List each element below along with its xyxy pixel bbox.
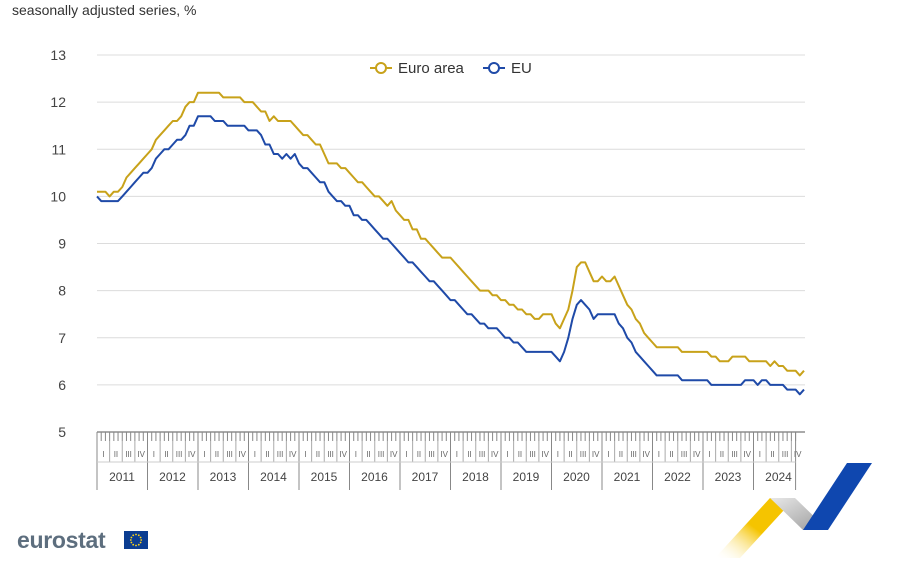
legend-marker xyxy=(488,62,500,74)
x-quarter-label: I xyxy=(557,450,559,459)
x-quarter-label: IV xyxy=(440,450,448,459)
x-quarter-label: I xyxy=(254,450,256,459)
x-quarter-label: II xyxy=(114,450,118,459)
x-quarter-label: II xyxy=(669,450,673,459)
y-tick-label: 8 xyxy=(58,283,66,299)
y-tick-label: 6 xyxy=(58,377,66,393)
y-tick-label: 12 xyxy=(50,94,66,110)
x-quarter-label: II xyxy=(770,450,774,459)
x-quarter-label: IV xyxy=(794,450,802,459)
x-year-label: 2019 xyxy=(513,470,540,484)
x-quarter-label: II xyxy=(215,450,219,459)
x-quarter-label: III xyxy=(277,450,284,459)
x-quarter-label: IV xyxy=(137,450,145,459)
x-quarter-label: III xyxy=(681,450,688,459)
x-quarter-label: III xyxy=(226,450,233,459)
legend-marker xyxy=(375,62,387,74)
x-quarter-label: I xyxy=(506,450,508,459)
series-line-eu xyxy=(96,115,805,396)
x-year-label: 2014 xyxy=(260,470,287,484)
y-tick-label: 11 xyxy=(51,141,66,157)
x-quarter-label: III xyxy=(378,450,385,459)
x-quarter-label: II xyxy=(619,450,623,459)
x-quarter-label: III xyxy=(580,450,587,459)
x-year-label: 2015 xyxy=(311,470,338,484)
x-quarter-label: I xyxy=(405,450,407,459)
x-quarter-label: III xyxy=(176,450,183,459)
legend-label: EU xyxy=(511,60,532,77)
legend-label: Euro area xyxy=(398,60,465,77)
gridlines xyxy=(97,54,805,433)
x-quarter-label: II xyxy=(568,450,572,459)
eurostat-logo[interactable]: eurostat xyxy=(17,527,106,553)
x-quarter-label: III xyxy=(529,450,536,459)
x-quarter-label: IV xyxy=(289,450,297,459)
x-quarter-label: II xyxy=(467,450,471,459)
x-quarter-label: IV xyxy=(390,450,398,459)
y-tick-label: 7 xyxy=(58,330,66,346)
x-quarter-label: III xyxy=(428,450,435,459)
x-quarter-label: IV xyxy=(642,450,650,459)
x-quarter-label: IV xyxy=(188,450,196,459)
x-quarter-label: I xyxy=(607,450,609,459)
series-lines xyxy=(96,91,805,396)
x-quarter-label: III xyxy=(782,450,789,459)
x-year-label: 2011 xyxy=(109,470,135,484)
x-quarter-label: I xyxy=(456,450,458,459)
x-quarter-label: IV xyxy=(592,450,600,459)
eu-flag-icon xyxy=(124,531,148,549)
x-quarter-label: I xyxy=(355,450,357,459)
x-quarter-label: IV xyxy=(743,450,751,459)
x-quarter-label: I xyxy=(658,450,660,459)
y-tick-label: 13 xyxy=(50,47,66,63)
x-year-label: 2020 xyxy=(563,470,590,484)
x-quarter-label: I xyxy=(708,450,710,459)
x-quarter-label: I xyxy=(304,450,306,459)
x-quarter-label: II xyxy=(316,450,320,459)
x-year-label: 2021 xyxy=(614,470,641,484)
y-axis: 5 6 7 8 9 10 11 12 13 xyxy=(50,47,66,440)
x-quarter-label: II xyxy=(720,450,724,459)
x-quarter-label: I xyxy=(759,450,761,459)
x-quarter-label: I xyxy=(102,450,104,459)
x-quarter-label: III xyxy=(630,450,637,459)
x-year-label: 2017 xyxy=(412,470,439,484)
x-quarter-label: I xyxy=(153,450,155,459)
x-year-label: 2013 xyxy=(210,470,237,484)
x-year-label: 2018 xyxy=(462,470,489,484)
legend-item[interactable]: Euro area xyxy=(370,60,465,77)
x-quarter-label: III xyxy=(731,450,738,459)
brand-chevron-shape xyxy=(715,463,872,558)
x-quarter-label: IV xyxy=(339,450,347,459)
x-quarter-label: I xyxy=(203,450,205,459)
x-quarter-label: II xyxy=(265,450,269,459)
legend: Euro area EU xyxy=(370,60,532,77)
series-line-euro-area xyxy=(97,91,805,377)
x-quarter-label: III xyxy=(125,450,132,459)
x-year-label: 2016 xyxy=(361,470,388,484)
y-tick-label: 5 xyxy=(58,424,66,440)
y-tick-label: 10 xyxy=(50,188,66,204)
chart-subtitle: seasonally adjusted series, % xyxy=(12,2,197,18)
legend-item[interactable]: EU xyxy=(483,60,532,77)
x-year-label: 2024 xyxy=(765,470,792,484)
x-quarter-label: II xyxy=(417,450,421,459)
x-year-label: 2012 xyxy=(159,470,186,484)
y-tick-label: 9 xyxy=(58,236,66,252)
x-quarter-label: IV xyxy=(491,450,499,459)
x-quarter-label: IV xyxy=(541,450,549,459)
x-quarter-label: II xyxy=(366,450,370,459)
x-year-label: 2023 xyxy=(715,470,742,484)
x-quarter-label: IV xyxy=(693,450,701,459)
x-quarter-label: II xyxy=(518,450,522,459)
x-quarter-label: IV xyxy=(238,450,246,459)
x-quarter-label: III xyxy=(479,450,486,459)
x-quarter-label: II xyxy=(164,450,168,459)
x-quarter-label: III xyxy=(327,450,334,459)
x-year-label: 2022 xyxy=(664,470,691,484)
